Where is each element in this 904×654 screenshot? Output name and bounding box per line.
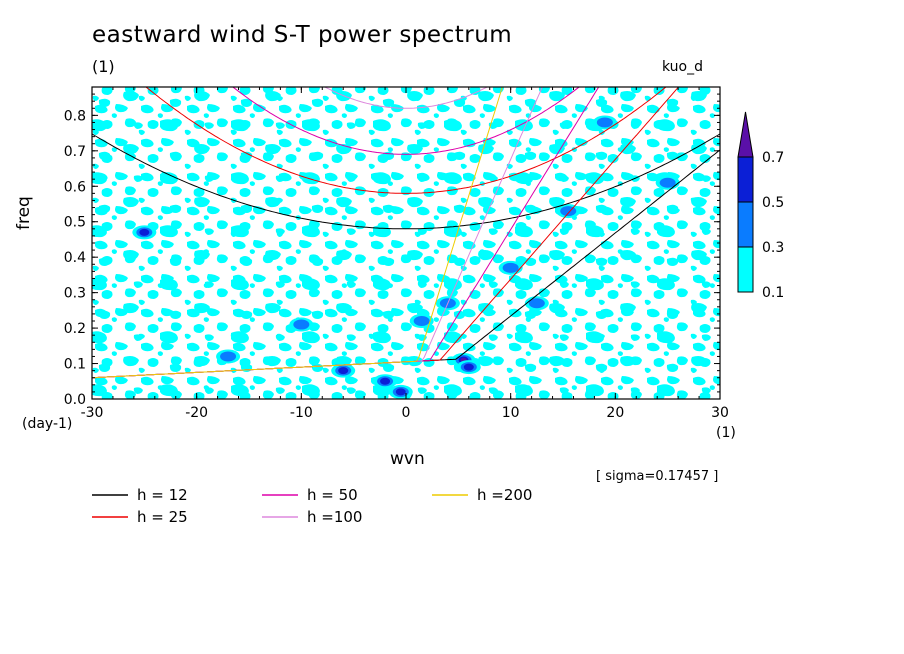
y-tick-label: 0.3 [64, 286, 86, 302]
power-spot-7 [592, 115, 617, 130]
x-tick-label: 10 [502, 405, 520, 421]
x-tick-label: 20 [606, 405, 624, 421]
y-tick-label: 0.1 [64, 357, 86, 373]
power-spot-14 [216, 349, 241, 364]
high-power-spots [132, 115, 680, 399]
spot-mid [502, 262, 519, 273]
x-axis-ticks: -30 -20 -10 0 10 20 30 [81, 87, 729, 421]
model-label: kuo_d [662, 59, 704, 75]
y-tick-label: 0.6 [64, 179, 86, 195]
x-axis-unit: (1) [716, 425, 736, 441]
spot-mid [596, 117, 613, 128]
sigma-note: [ sigma=0.17457 ] [596, 469, 719, 484]
legend: h = 12 h = 25 h = 50 h =100 h =200 [92, 486, 532, 526]
x-tick-label: -20 [185, 405, 208, 421]
power-spot-1 [373, 374, 398, 389]
colorbar-seg-2 [737, 201, 754, 248]
x-tick-label: 0 [402, 405, 411, 421]
curve-gravity-h50 [232, 87, 580, 155]
curve-gravity-h100 [323, 87, 489, 109]
y-tick-label: 0.4 [64, 250, 86, 266]
power-contour-noise-2 [92, 87, 720, 399]
spot-inner [338, 367, 349, 375]
power-spot-12 [655, 175, 680, 190]
plot-area [91, 0, 721, 400]
legend-label: h =100 [307, 508, 362, 526]
legend-item: h = 12 [92, 486, 188, 504]
legend-label: h = 25 [137, 508, 188, 526]
colorbar-label: 0.7 [762, 150, 784, 166]
legend-label: h = 50 [307, 486, 358, 504]
spot-inner [463, 363, 474, 371]
power-spot-5 [132, 225, 157, 240]
power-spot-10 [289, 317, 314, 332]
chart-title: eastward wind S-T power spectrum [92, 22, 513, 48]
colorbar-label: 0.5 [762, 195, 784, 211]
curve-gravity-h25 [145, 87, 667, 194]
spot-mid [293, 319, 310, 330]
spot-mid [659, 177, 676, 188]
x-axis-label: wvn [390, 449, 425, 469]
power-spot-2 [388, 384, 413, 399]
colorbar-label: 0.3 [762, 240, 784, 256]
spot-mid [413, 316, 430, 326]
y-axis-unit: (day-1) [22, 416, 73, 432]
spot-inner [395, 388, 406, 396]
y-axis-ticks: 0.0 0.1 0.2 0.3 0.4 0.5 0.6 0.7 0.8 [64, 93, 720, 408]
y-tick-label: 0.5 [64, 215, 86, 231]
y-tick-label: 0.8 [64, 108, 86, 124]
power-spot-8 [498, 260, 523, 275]
spot-mid [528, 298, 545, 309]
colorbar-extend-arrow [737, 111, 754, 158]
legend-item: h = 50 [262, 486, 358, 504]
curve-gravity-h200 [92, 0, 720, 52]
x-tick-label: -10 [290, 405, 313, 421]
y-tick-label: 0.7 [64, 144, 86, 160]
x-tick-label: 30 [711, 405, 729, 421]
legend-item: h =200 [432, 486, 532, 504]
spot-inner [139, 228, 150, 236]
power-spot-3 [331, 363, 356, 378]
spot-inner [380, 377, 391, 385]
colorbar-label: 0.1 [762, 285, 784, 301]
colorbar: 0.1 0.3 0.5 0.7 [737, 111, 784, 301]
legend-label: h =200 [477, 486, 532, 504]
curve-kelvin-h200 [92, 87, 503, 379]
dispersion-curves [92, 0, 720, 379]
legend-label: h = 12 [137, 486, 188, 504]
colorbar-seg-3 [737, 156, 754, 203]
x-tick-label: -30 [81, 405, 104, 421]
power-spot-6 [556, 204, 581, 219]
spot-mid [220, 351, 237, 362]
y-tick-label: 0.2 [64, 321, 86, 337]
power-spot-9 [524, 296, 549, 311]
y-tick-label: 0.0 [64, 392, 86, 408]
curve-gravity-h12 [92, 133, 720, 230]
title-unit: (1) [92, 57, 115, 76]
legend-item: h = 25 [92, 508, 188, 526]
colorbar-seg-1 [737, 246, 754, 293]
power-spot-4 [456, 360, 481, 375]
power-spot-13 [409, 314, 434, 328]
legend-item: h =100 [262, 508, 362, 526]
